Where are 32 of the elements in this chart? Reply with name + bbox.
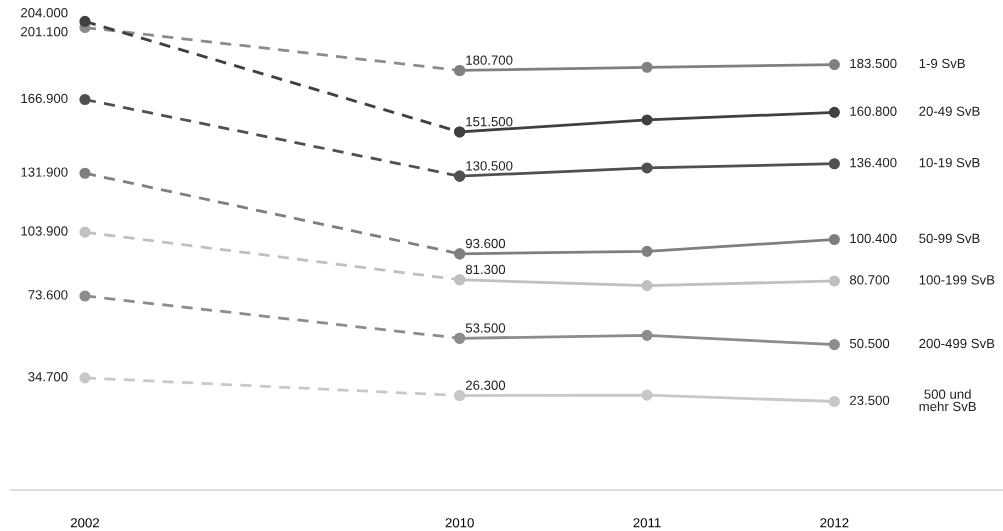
data-label: 103.900 xyxy=(21,226,68,236)
data-label: 23.500 xyxy=(850,395,890,405)
data-label: 183.500 xyxy=(850,58,897,69)
data-label: 131.900 xyxy=(21,167,68,177)
text: 20-49 SvB xyxy=(919,106,980,116)
text: 1-9 SvB xyxy=(919,58,965,69)
data-label: 166.900 xyxy=(21,93,68,104)
data-label: 80.700 xyxy=(849,275,890,285)
text: 50-99 SvB xyxy=(919,233,980,244)
data-label: 180.700 xyxy=(466,55,513,65)
text: 10-19 SvB xyxy=(919,157,980,168)
x-tick-label: 2011 xyxy=(633,518,661,528)
data-label: 73.600 xyxy=(28,290,68,300)
data-label: 34.700 xyxy=(28,372,68,382)
data-label: 53.500 xyxy=(465,323,506,333)
data-label: 50.500 xyxy=(849,338,890,349)
x-tick-label: 2002 xyxy=(70,518,99,528)
data-label: 160.800 xyxy=(850,106,897,116)
data-label: 130.500 xyxy=(466,161,513,171)
data-label: 204.000 xyxy=(21,8,68,18)
x-tick-label: 2010 xyxy=(445,518,474,528)
data-label: 151.500 xyxy=(466,116,513,127)
data-label: 136.400 xyxy=(850,157,897,168)
x-tick-label: 2012 xyxy=(820,518,849,528)
data-label: 201.100 xyxy=(21,27,68,37)
text: 200-499 SvB xyxy=(919,338,995,349)
data-label: 26.300 xyxy=(465,380,506,390)
data-label: 100.400 xyxy=(850,233,897,244)
data-label: 81.300 xyxy=(465,264,506,275)
text: 500 und mehr SvB xyxy=(919,389,976,412)
text: 100-199 SvB xyxy=(919,275,995,285)
data-label: 93.600 xyxy=(465,238,506,249)
